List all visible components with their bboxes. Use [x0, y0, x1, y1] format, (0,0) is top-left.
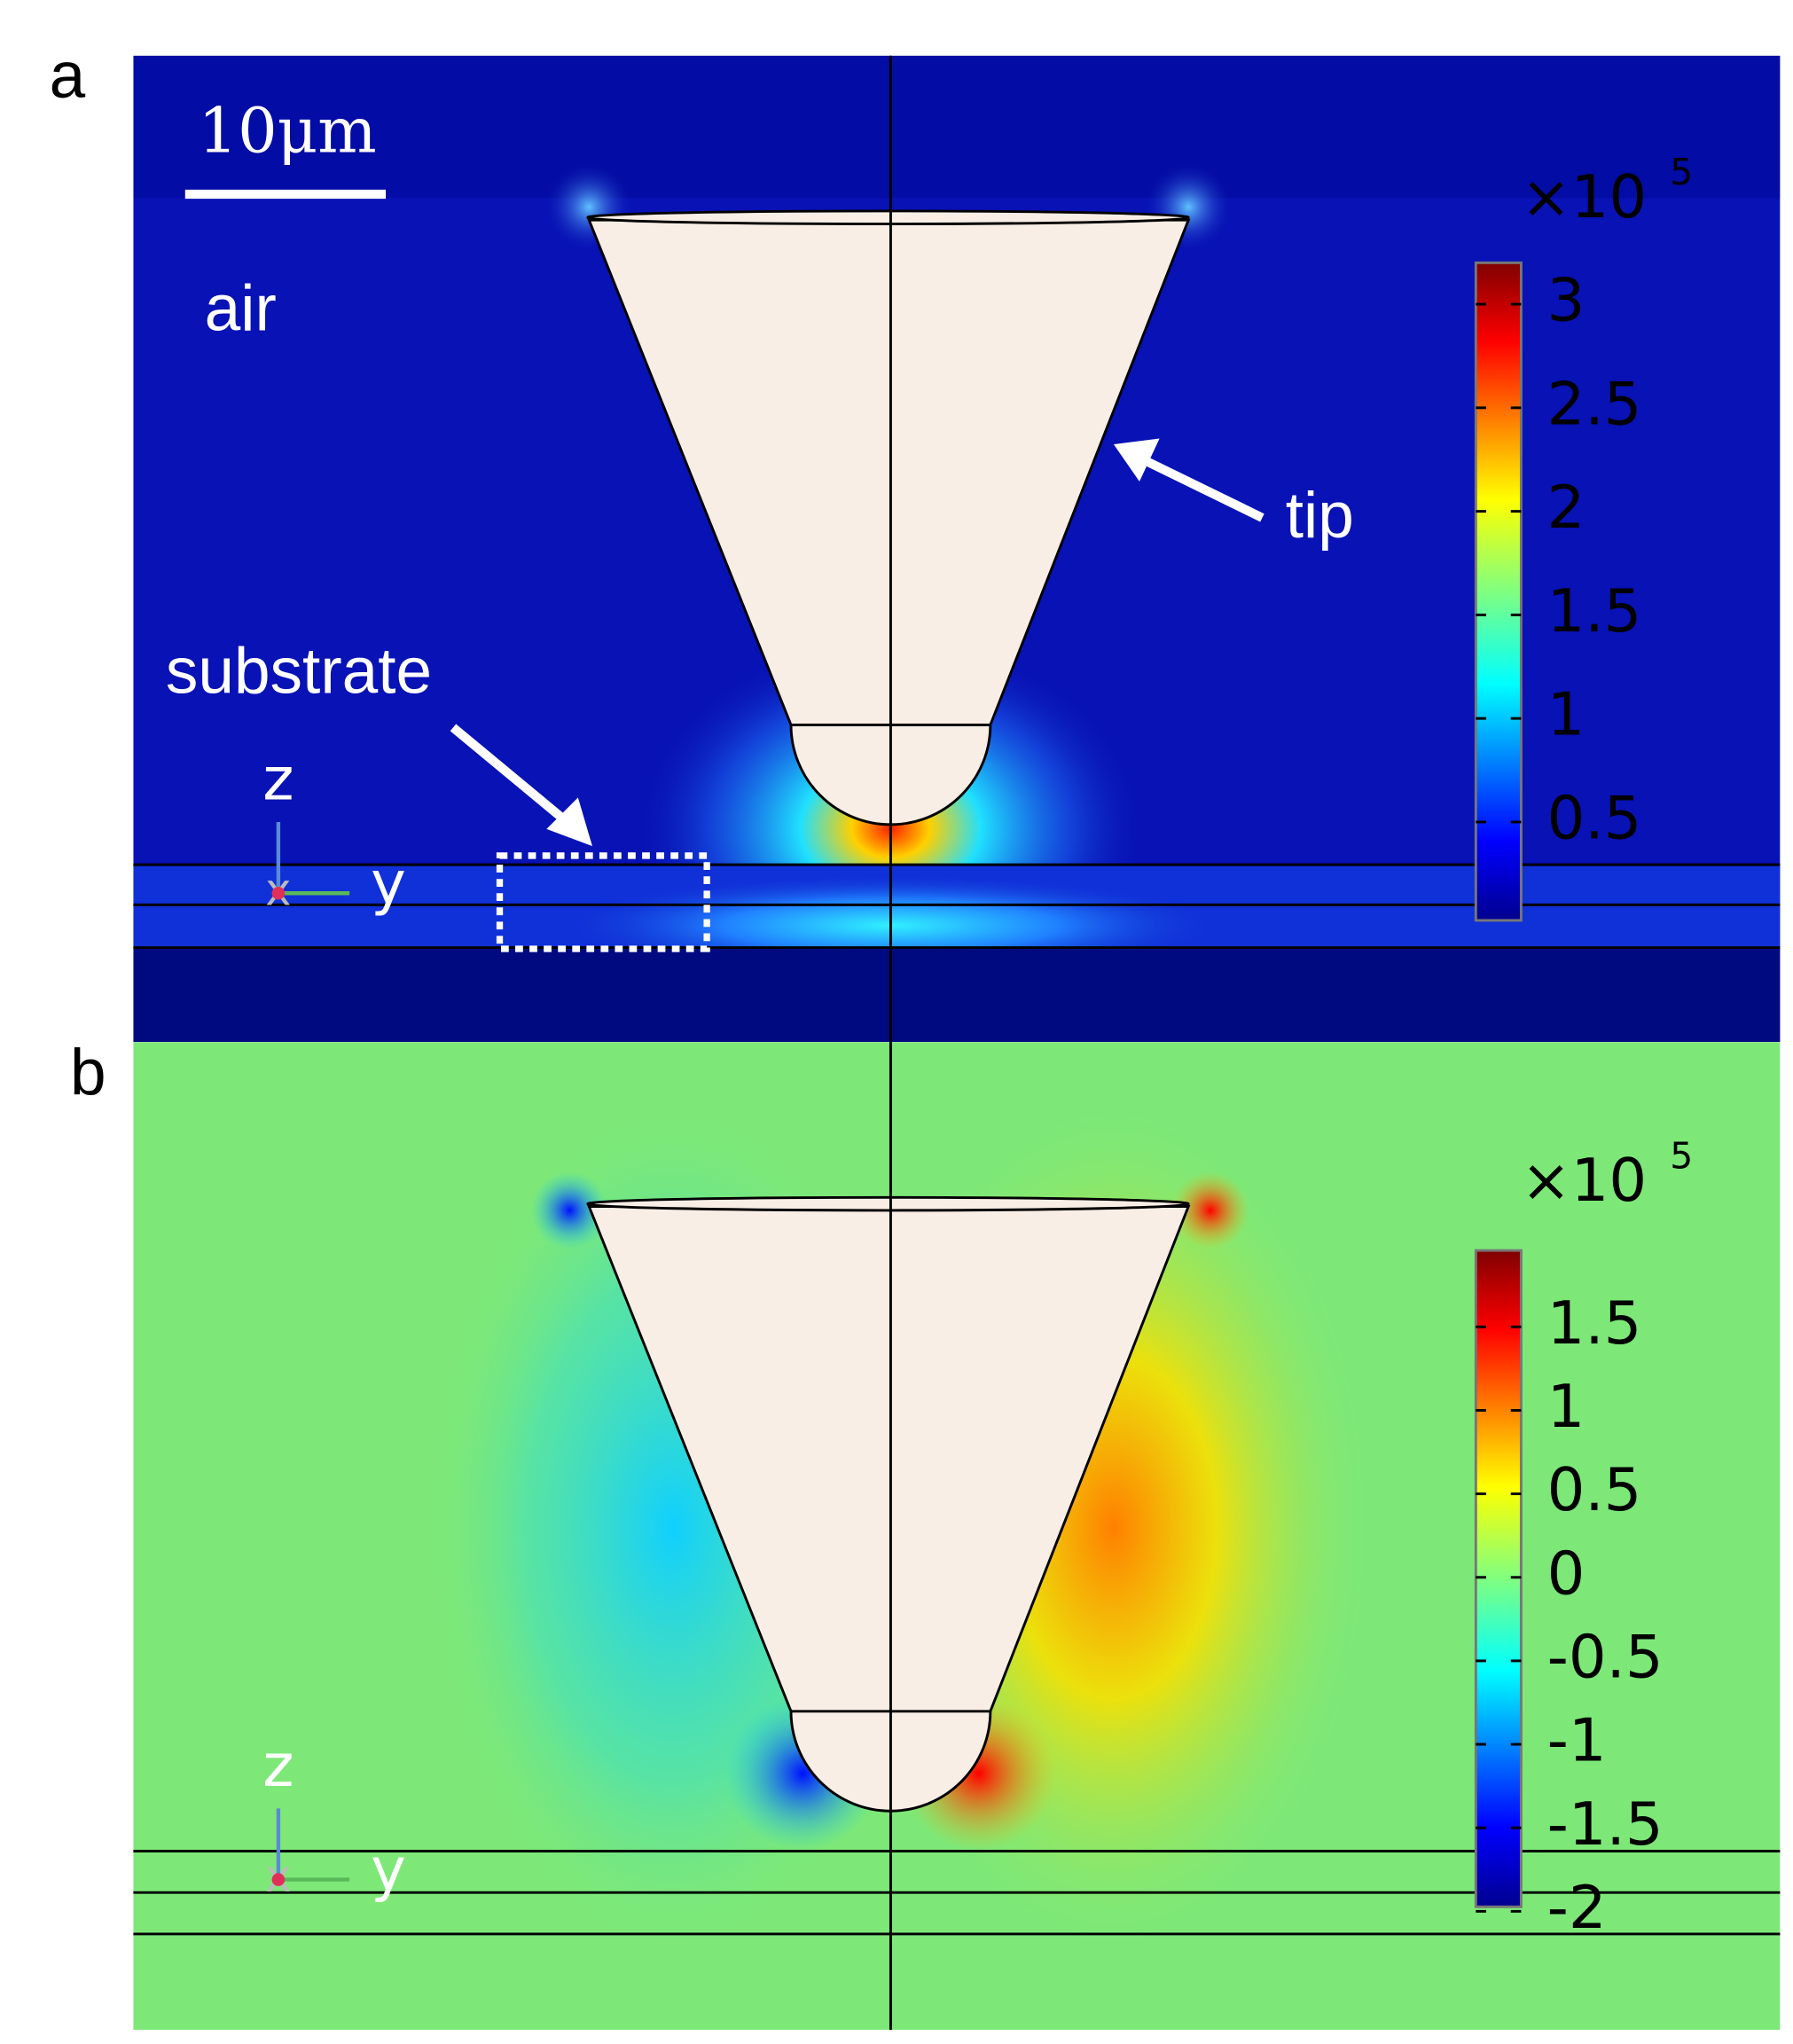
colorbar-multiplier: ×10 — [1521, 1146, 1647, 1215]
axis-z: z — [262, 745, 294, 814]
colorbar-tick-label: 0.5 — [1547, 1455, 1642, 1524]
tip-geometry — [586, 209, 1191, 1813]
panel-label: a — [50, 40, 86, 112]
colorbar-tick-label: 2 — [1547, 473, 1586, 542]
colorbar-tick-label: 1 — [1547, 680, 1586, 749]
axis-origin — [271, 886, 286, 900]
colorbar-tick-label: 2.5 — [1547, 369, 1642, 438]
colorbar-tick-label: -2 — [1547, 1873, 1607, 1942]
colorbar-exponent: 5 — [1670, 151, 1693, 193]
axis-y: y — [371, 849, 406, 918]
colorbar — [1474, 1249, 1523, 1908]
colorbar — [1474, 261, 1523, 922]
panel-label: b — [70, 1037, 106, 1108]
arrows — [450, 438, 1264, 847]
axis-origin — [271, 1873, 286, 1886]
scale-label: 10μm — [199, 94, 377, 167]
colorbar-multiplier: ×10 — [1521, 162, 1647, 231]
colorbar-tick-label: 1 — [1547, 1372, 1586, 1441]
axis-y: y — [371, 1835, 406, 1904]
substrate-box — [496, 852, 710, 952]
colorbar-tick-label: 0 — [1547, 1539, 1586, 1608]
colorbar-tick-label: 3 — [1547, 266, 1586, 335]
colorbar-tick-label: -0.5 — [1547, 1622, 1664, 1691]
axis-z: z — [262, 1731, 294, 1800]
substrate-label: substrate — [166, 635, 432, 707]
air-label: air — [205, 273, 277, 345]
colorbar-tick-label: 0.5 — [1547, 784, 1642, 853]
tip-label: tip — [1286, 480, 1354, 552]
colorbar-exponent: 5 — [1670, 1135, 1693, 1178]
colorbar-tick-label: -1 — [1547, 1706, 1607, 1775]
colorbar-tick-label: 1.5 — [1547, 576, 1642, 646]
colorbar-tick-label: 1.5 — [1547, 1288, 1642, 1358]
colorbar-tick-label: -1.5 — [1547, 1789, 1664, 1859]
